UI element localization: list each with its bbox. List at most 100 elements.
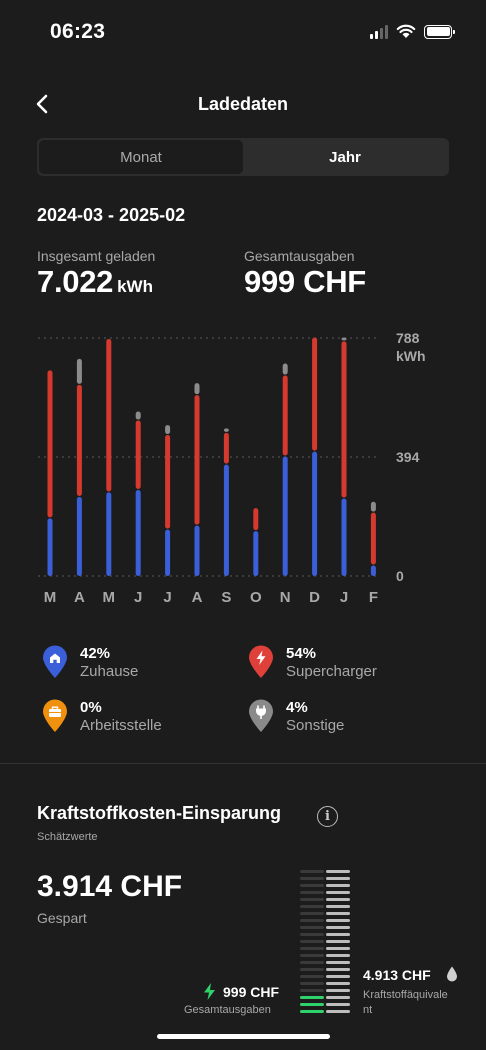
- stack-bar-left: [300, 996, 324, 999]
- x-tick-label: D: [309, 589, 320, 606]
- charged-amount: 7.022: [37, 264, 114, 299]
- stack-bar-left: [300, 905, 324, 908]
- stack-bar-left: [300, 954, 324, 957]
- stack-bar-right: [326, 982, 350, 985]
- stack-bar-left: [300, 940, 324, 943]
- x-tick-label: A: [74, 589, 85, 606]
- stack-bar-left: [300, 947, 324, 950]
- stack-bar-left: [300, 877, 324, 880]
- bar-segment-sonstige: [135, 411, 141, 420]
- stack-bar-left: [300, 891, 324, 894]
- y-tick-label: 0: [396, 568, 404, 584]
- x-tick-label: J: [163, 589, 171, 606]
- charged-label: Insgesamt geladen: [37, 248, 156, 264]
- spend-value-small: 999 CHF: [223, 984, 280, 1000]
- back-chevron-icon[interactable]: [32, 92, 56, 116]
- tab-monat[interactable]: Monat: [39, 140, 243, 174]
- home-indicator: [157, 1034, 330, 1039]
- x-tick-label: F: [369, 589, 378, 606]
- x-tick-label: J: [134, 589, 142, 606]
- stack-bar-right: [326, 961, 350, 964]
- stack-bar-right: [326, 898, 350, 901]
- stack-bar-right: [326, 905, 350, 908]
- section-divider: [0, 763, 486, 764]
- savings-value: 3.914 CHF: [37, 870, 183, 903]
- bar-segment-zuhause: [312, 451, 318, 576]
- stack-bar-right: [326, 947, 350, 950]
- savings-label: Gespart: [37, 910, 87, 926]
- cellular-signal-icon: [370, 24, 388, 39]
- y-tick-label: 394: [396, 449, 420, 465]
- stack-bar-right: [326, 926, 350, 929]
- bolt-icon: [249, 645, 273, 678]
- legend-name: Arbeitsstelle: [80, 717, 162, 734]
- spend-label: Gesamtausgaben: [244, 248, 355, 264]
- fuel-savings-subtitle: Schätzwerte: [37, 831, 98, 843]
- stack-bar-right: [326, 940, 350, 943]
- x-tick-label: J: [340, 589, 348, 606]
- bar-segment-zuhause: [282, 456, 288, 576]
- date-range: 2024-03 - 2025-02: [37, 205, 186, 225]
- legend-name: Zuhause: [80, 663, 139, 680]
- status-time: 06:23: [50, 20, 106, 43]
- stack-bar-left: [300, 1003, 324, 1006]
- stack-bar-left: [300, 912, 324, 915]
- fuel-label: Kraftstoffäquivale nt: [363, 988, 448, 1018]
- legend-pct: 0%: [80, 699, 102, 716]
- stack-bar-left: [300, 926, 324, 929]
- bar-segment-supercharger: [106, 339, 112, 492]
- bar-segment-zuhause: [106, 492, 112, 576]
- stack-bar-right: [326, 1003, 350, 1006]
- stack-bar-right: [326, 870, 350, 873]
- stack-bar-right: [326, 989, 350, 992]
- bar-segment-supercharger: [341, 341, 347, 498]
- bar-segment-sonstige: [194, 383, 200, 395]
- bar-segment-supercharger: [370, 512, 376, 565]
- stack-bar-right: [326, 968, 350, 971]
- stack-bar-left: [300, 961, 324, 964]
- x-tick-label: A: [192, 589, 203, 606]
- x-tick-label: M: [103, 589, 116, 606]
- stack-bar-left: [300, 982, 324, 985]
- charged-unit: kWh: [117, 277, 153, 296]
- y-unit-label: kWh: [396, 348, 426, 364]
- stack-bar-right: [326, 891, 350, 894]
- fuel-comparison-stack: [300, 870, 350, 1013]
- bar-segment-supercharger: [135, 420, 141, 490]
- info-icon[interactable]: i: [317, 806, 338, 827]
- stack-bar-left: [300, 870, 324, 873]
- x-tick-label: M: [44, 589, 57, 606]
- bar-segment-zuhause: [253, 531, 259, 576]
- status-icons: [370, 24, 455, 39]
- bar-segment-zuhause: [165, 529, 171, 576]
- fuel-value: 4.913 CHF: [363, 967, 431, 983]
- stack-bar-left: [300, 898, 324, 901]
- stack-bar-right: [326, 912, 350, 915]
- stack-bar-right: [326, 975, 350, 978]
- bar-segment-supercharger: [47, 370, 53, 518]
- plug-icon: [249, 699, 273, 732]
- bar-segment-supercharger: [253, 508, 259, 531]
- legend-pct: 4%: [286, 699, 308, 716]
- stack-bar-left: [300, 884, 324, 887]
- bar-segment-zuhause: [47, 518, 53, 576]
- legend-supercharger: 54% Supercharger: [248, 645, 377, 681]
- bar-segment-zuhause: [370, 565, 376, 576]
- bar-segment-sonstige: [165, 425, 171, 435]
- tab-jahr[interactable]: Jahr: [329, 148, 361, 166]
- home-icon: [43, 645, 67, 678]
- legend-pct: 54%: [286, 645, 317, 662]
- bar-segment-supercharger: [282, 375, 288, 456]
- bar-segment-sonstige: [76, 358, 82, 384]
- wifi-icon: [396, 24, 416, 38]
- fuel-drop-icon: [447, 966, 457, 982]
- bar-segment-sonstige: [370, 501, 376, 512]
- bar-segment-zuhause: [223, 464, 229, 576]
- legend-arbeitsstelle: 0% Arbeitsstelle: [42, 699, 162, 735]
- bar-segment-zuhause: [76, 496, 82, 576]
- legend-name: Supercharger: [286, 663, 377, 680]
- bar-segment-supercharger: [194, 395, 200, 525]
- bar-segment-zuhause: [194, 525, 200, 576]
- bar-segment-sonstige: [341, 337, 347, 341]
